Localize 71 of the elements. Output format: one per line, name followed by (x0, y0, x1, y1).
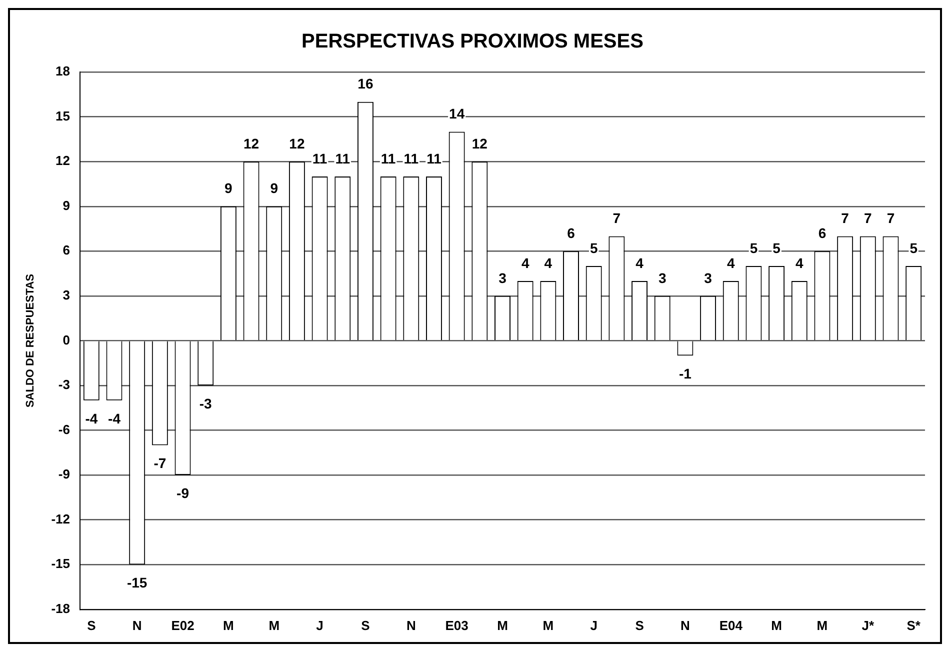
data-label: 7 (864, 210, 872, 226)
x-tick-label: S (361, 618, 370, 633)
y-tick-label: 18 (56, 64, 70, 79)
data-label: 4 (521, 254, 530, 271)
x-tick-label: J (590, 618, 598, 633)
data-label: -1 (678, 365, 692, 382)
y-axis-title: SALDO DE RESPUESTAS (24, 274, 37, 408)
x-tick-label: E04 (719, 618, 744, 633)
data-label: -15 (126, 574, 148, 590)
data-label: 9 (270, 180, 278, 196)
x-tick-label: S (635, 618, 644, 633)
y-tick-label: 12 (56, 153, 70, 168)
x-tick-label: S* (906, 618, 922, 633)
x-tick-label: M (816, 618, 828, 633)
x-tick-label: S (87, 618, 96, 633)
x-tick-label: N (680, 618, 690, 633)
y-tick-label: 3 (62, 287, 70, 302)
data-label: -7 (154, 455, 166, 472)
data-label: 9 (224, 180, 233, 196)
data-label: 3 (658, 270, 666, 286)
data-label: 12 (243, 135, 260, 152)
data-label: 4 (636, 254, 644, 271)
y-tick-label: -15 (51, 556, 70, 572)
x-tick-label: N (406, 618, 416, 633)
x-tick-label: M (542, 618, 554, 633)
x-tick-label: M (497, 618, 508, 633)
data-label: 6 (818, 224, 826, 241)
y-tick-label: -9 (58, 466, 70, 482)
data-label: 11 (312, 150, 328, 166)
data-label: -4 (85, 410, 98, 426)
data-label: 11 (380, 150, 396, 166)
data-label: 12 (289, 135, 305, 152)
data-label: 14 (449, 106, 465, 122)
data-label: 4 (544, 254, 552, 271)
data-label: 11 (335, 150, 350, 166)
x-tick-label: E03 (445, 618, 468, 633)
y-tick-label: -6 (58, 422, 70, 437)
data-label: -4 (108, 410, 121, 426)
data-label: 5 (910, 240, 918, 256)
chart-title: PERSPECTIVAS PROXIMOS MESES (302, 30, 644, 53)
data-label: 7 (886, 210, 895, 226)
y-tick-label: 9 (62, 198, 70, 213)
data-label: 12 (472, 135, 488, 152)
data-label: 5 (590, 240, 598, 256)
x-tick-label: M (223, 618, 234, 633)
y-tick-label: 0 (62, 332, 70, 348)
x-tick-label: M (771, 618, 782, 633)
data-label: 3 (498, 270, 507, 286)
data-label: 16 (358, 76, 374, 92)
y-tick-label: 6 (62, 242, 70, 258)
data-label: 6 (567, 224, 576, 241)
y-tick-label: -12 (51, 511, 70, 526)
x-tick-label: M (268, 618, 280, 633)
x-tick-label: J (316, 618, 324, 633)
data-label: 5 (750, 240, 758, 256)
data-label: 11 (426, 150, 442, 166)
data-label: 11 (404, 150, 419, 166)
x-tick-label: E02 (171, 618, 194, 633)
x-tick-label: J* (862, 618, 875, 633)
data-label: 3 (704, 270, 712, 286)
data-label: 7 (612, 210, 621, 226)
data-label: 7 (841, 210, 850, 226)
data-label: 5 (772, 240, 781, 256)
y-tick-label: -18 (51, 600, 70, 616)
y-tick-label: 15 (56, 108, 70, 124)
data-label: 4 (726, 254, 735, 271)
y-tick-label: -3 (58, 377, 70, 392)
data-label: -9 (176, 484, 190, 501)
data-label: 4 (795, 254, 804, 271)
x-tick-label: N (132, 618, 142, 633)
data-label: -3 (199, 395, 212, 412)
